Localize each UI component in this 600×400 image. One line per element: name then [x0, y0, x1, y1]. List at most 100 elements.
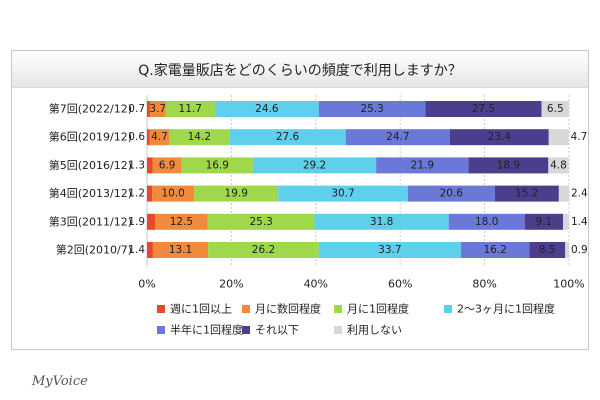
- legend-label: 利用しない: [347, 324, 402, 337]
- data-label: 0.6: [128, 131, 145, 143]
- x-tick-label: 0%: [138, 278, 155, 291]
- bar-segment: [229, 129, 346, 146]
- data-label: 8.5: [539, 244, 556, 256]
- bar-segment: [541, 101, 569, 117]
- bar-segment: [155, 213, 208, 230]
- data-label: 6.9: [159, 159, 176, 171]
- data-label: 19.9: [225, 188, 248, 200]
- data-label: 24.7: [386, 131, 409, 143]
- data-label: 1.4: [571, 216, 588, 228]
- legend-label: 月に1回程度: [347, 302, 409, 316]
- category-label: 第4回(2013/12): [49, 186, 132, 200]
- data-label: 9.1: [536, 216, 553, 228]
- bar-segment: [252, 157, 377, 174]
- data-label: 18.0: [475, 216, 498, 228]
- legend-label: 月に数回程度: [255, 302, 321, 316]
- bar-segment: [468, 157, 549, 174]
- x-tick-label: 40%: [304, 278, 328, 291]
- data-label: 31.8: [370, 216, 393, 228]
- legend-swatch: [242, 326, 250, 334]
- bar-segment: [214, 101, 319, 117]
- legend-swatch: [334, 326, 342, 334]
- legend-label: それ以下: [255, 324, 299, 337]
- bar-segment: [208, 242, 319, 258]
- data-label: 33.7: [378, 244, 401, 256]
- chart-title: Q.家電量販店をどのくらいの頻度で利用しますか？: [138, 63, 462, 79]
- category-label: 第6回(2019/12): [49, 130, 132, 144]
- chart-frame: Q.家電量販店をどのくらいの頻度で利用しますか？ 0% 20% 40% 60% 80% 1…: [11, 50, 589, 389]
- bar-segment: [524, 213, 564, 230]
- data-label: 4.7: [571, 131, 588, 143]
- x-tick-label: 60%: [388, 278, 412, 291]
- data-label: 24.6: [255, 103, 279, 115]
- bar-segment: [147, 129, 150, 146]
- data-label: 18.9: [497, 159, 520, 171]
- bar-segment: [152, 185, 195, 202]
- bar-segment: [147, 101, 150, 117]
- data-label: 3.7: [149, 103, 166, 115]
- bar-segment: [314, 213, 449, 230]
- data-label: 4.7: [151, 131, 168, 143]
- data-label: 20.6: [440, 188, 464, 200]
- data-label: 16.9: [206, 159, 229, 171]
- bar-segment: [548, 129, 569, 146]
- myvoice-logo: MyVoice: [32, 374, 88, 389]
- data-label: 1.4: [128, 244, 145, 256]
- legend-swatch: [157, 326, 165, 334]
- data-label: 15.2: [515, 188, 538, 200]
- bar-segment: [194, 185, 279, 202]
- bar-segment: [165, 101, 215, 117]
- data-label: 11.7: [179, 103, 202, 115]
- legend-swatch: [444, 305, 452, 313]
- legend-label: 半年に1回程度: [170, 323, 243, 337]
- data-label: 0.7: [128, 103, 145, 115]
- bar-segment: [147, 213, 156, 230]
- bar-segment: [345, 129, 450, 146]
- category-label: 第7回(2022/12): [49, 102, 132, 116]
- legend-swatch: [242, 305, 250, 313]
- data-label: 16.2: [483, 244, 506, 256]
- data-label: 13.1: [169, 244, 192, 256]
- bar-segment: [425, 101, 542, 117]
- bar-segment: [207, 213, 315, 230]
- data-label: 23.4: [488, 131, 512, 143]
- bar-segment: [181, 157, 253, 174]
- legend-label: 2～3ヶ月に1回程度: [457, 302, 555, 316]
- bar-segment: [494, 185, 559, 202]
- category-label: 第5回(2016/12): [49, 158, 132, 172]
- data-label: 26.2: [252, 244, 275, 256]
- data-label: 21.9: [411, 159, 434, 171]
- bar-segment: [407, 185, 495, 202]
- bar-segment: [318, 101, 426, 117]
- data-label: 1.9: [128, 216, 145, 228]
- category-label: 第2回(2010/7): [56, 243, 132, 257]
- x-tick-label: 20%: [219, 278, 243, 291]
- chart-plot: 0% 20% 40% 60% 80% 100% 第7回(2022/12)0.7 3.7 11.7…: [49, 95, 588, 337]
- data-label: 1.2: [128, 188, 145, 200]
- bar-segment: [318, 242, 461, 258]
- bar-segment: [449, 129, 549, 146]
- data-label: 25.3: [360, 103, 383, 115]
- bar-segment: [147, 242, 153, 258]
- legend-swatch: [334, 305, 342, 313]
- legend-swatch: [157, 305, 165, 313]
- bar-segment: [529, 242, 566, 258]
- bar-segment: [376, 157, 469, 174]
- bar-segment: [149, 101, 166, 117]
- data-label: 4.8: [550, 159, 567, 171]
- bar-segment: [149, 129, 170, 146]
- bar-segment: [147, 157, 153, 174]
- bar-segment: [565, 242, 569, 258]
- data-label: 0.9: [571, 244, 588, 256]
- data-label: 10.0: [161, 188, 184, 200]
- data-label: 6.5: [547, 103, 564, 115]
- data-label: 30.7: [331, 188, 354, 200]
- data-label: 2.4: [571, 188, 588, 200]
- data-label: 27.5: [472, 103, 495, 115]
- data-label: 25.3: [249, 216, 272, 228]
- bar-segment: [152, 242, 209, 258]
- bar-segment: [563, 213, 569, 230]
- data-label: 1.3: [128, 159, 145, 171]
- bar-segment: [558, 185, 569, 202]
- bar-segment: [448, 213, 525, 230]
